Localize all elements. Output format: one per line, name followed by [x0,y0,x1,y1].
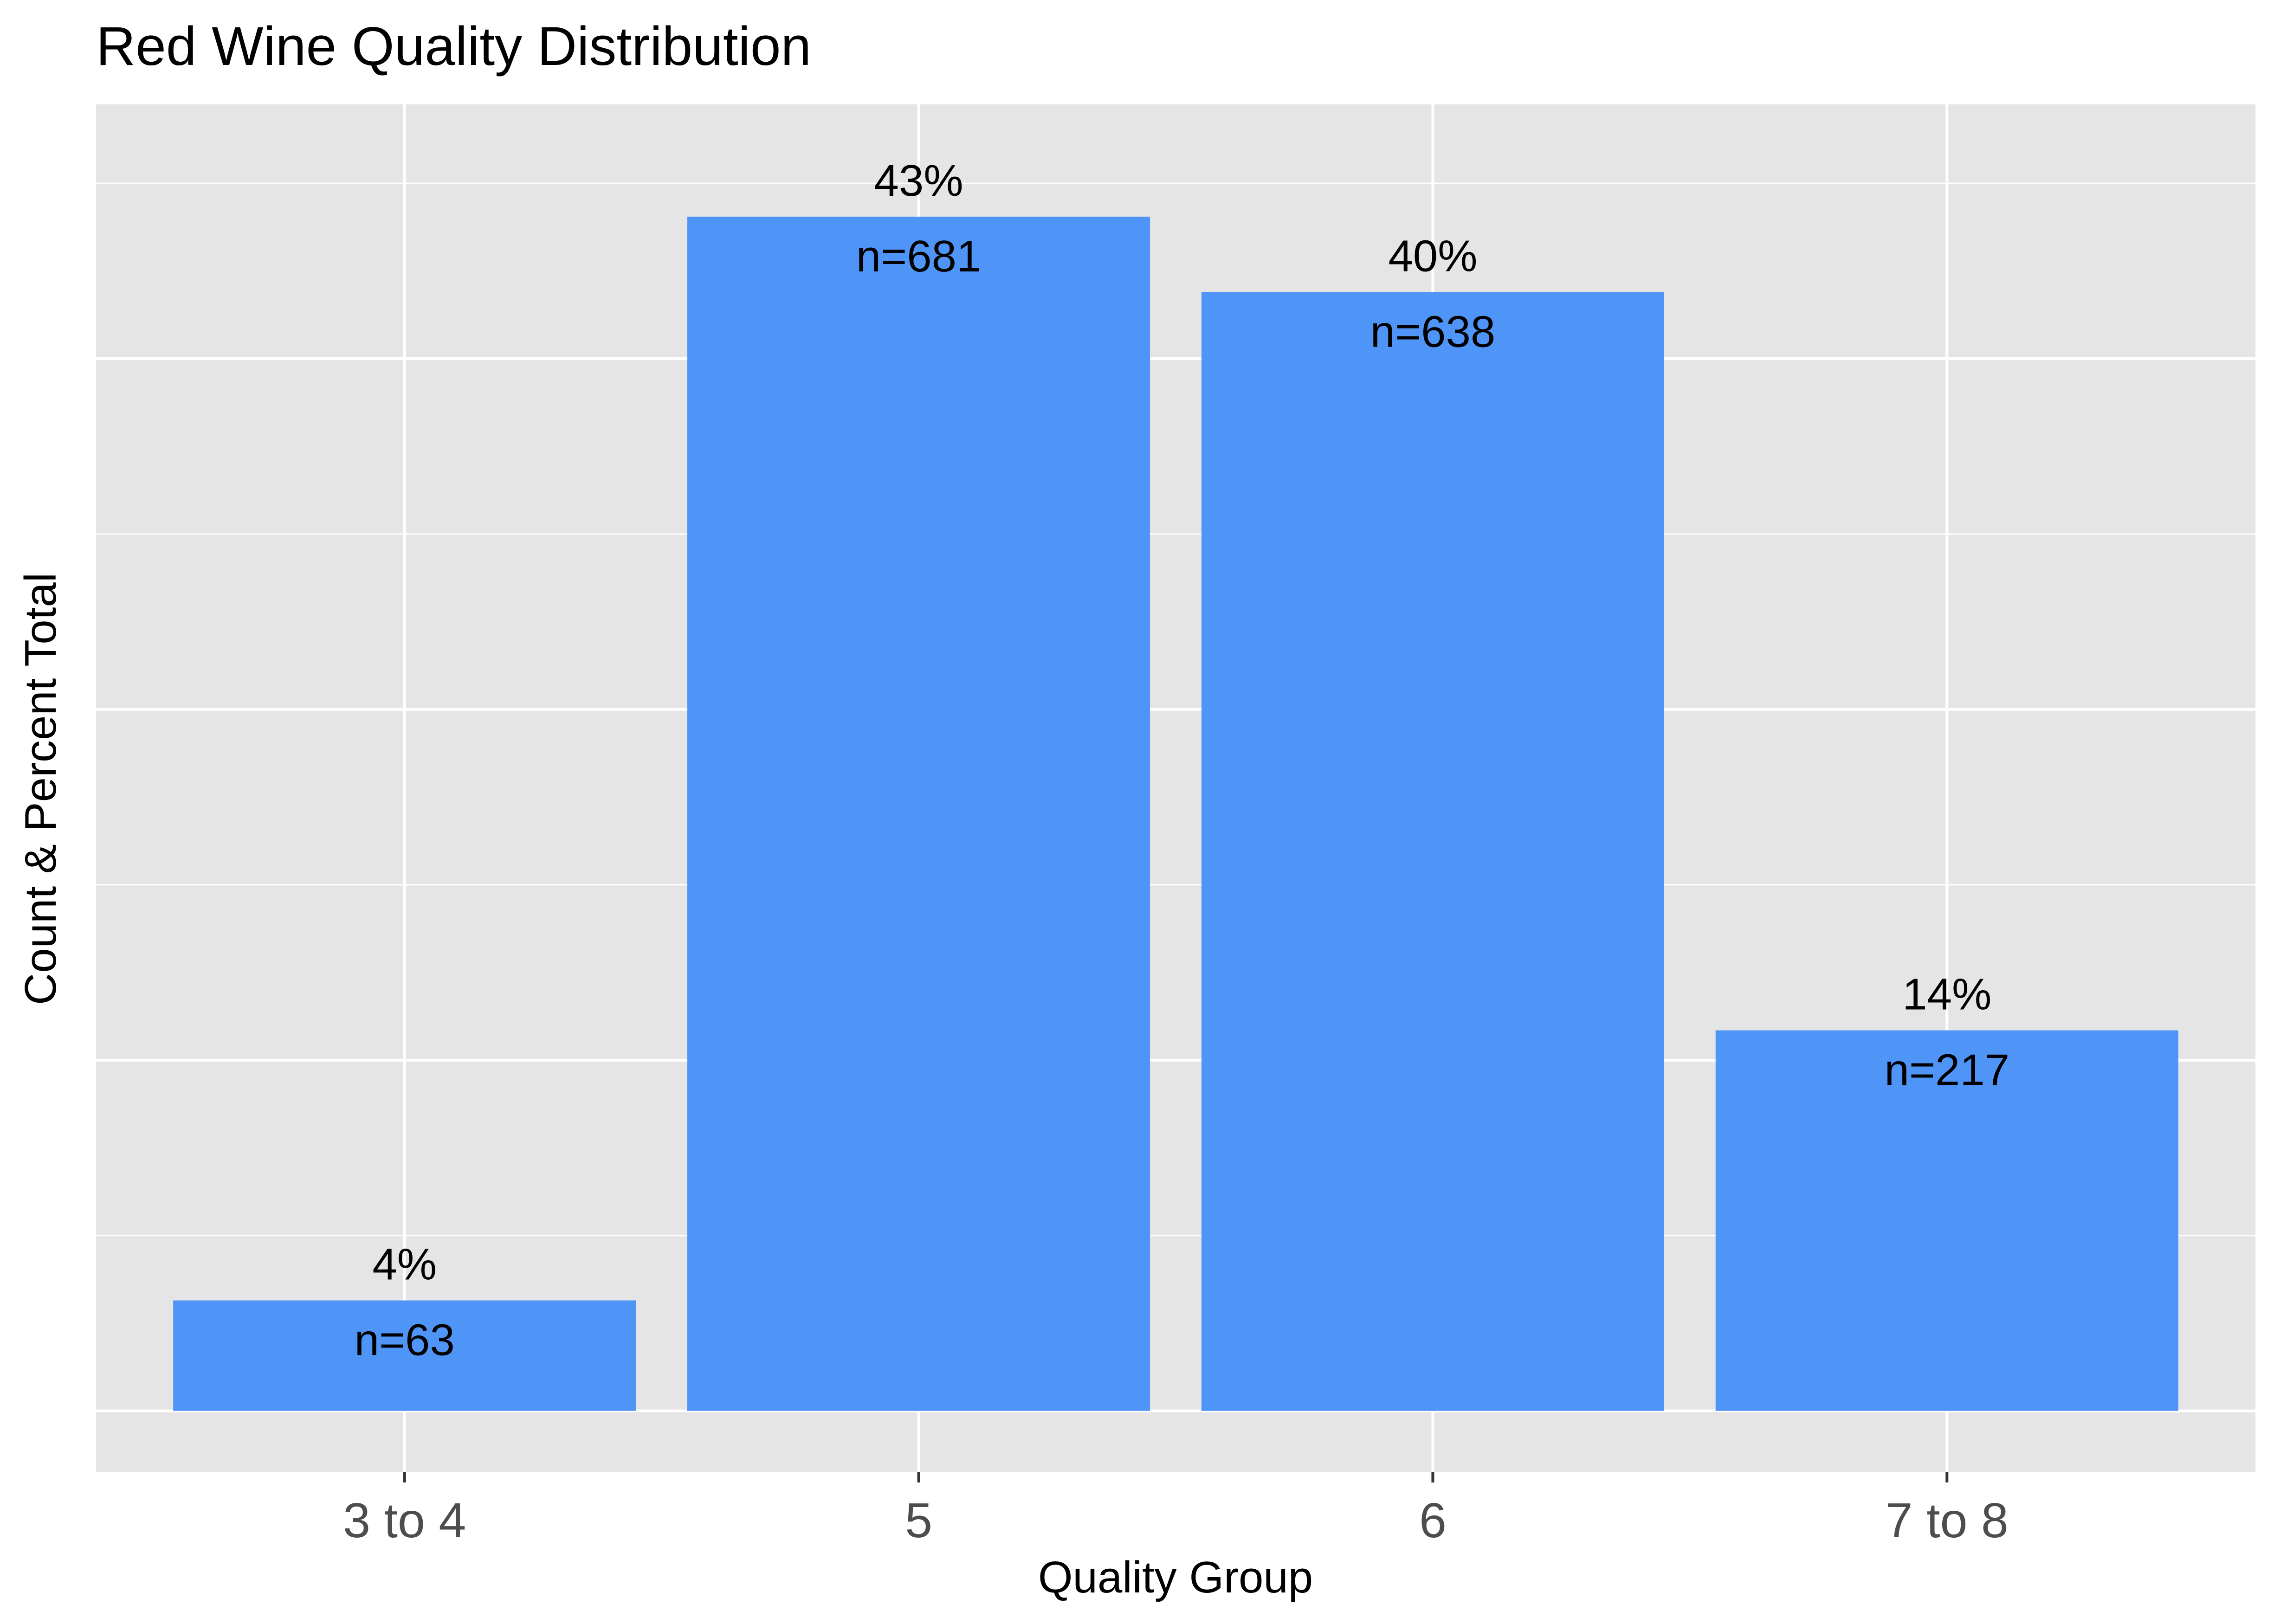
bars [173,216,2178,1411]
count-label: n=638 [1370,307,1496,356]
percent-label: 14% [1902,970,1991,1019]
bar-6 [1201,292,1664,1411]
count-label: n=217 [1884,1045,2009,1095]
count-label: n=63 [355,1315,455,1365]
percent-label: 4% [372,1240,437,1289]
bar-5 [687,216,1150,1411]
x-axis-ticks: 3 to 4 5 6 7 to 8 [343,1472,2009,1548]
chart-title: Red Wine Quality Distribution [96,16,811,77]
x-tick-label: 7 to 8 [1886,1493,2009,1548]
y-axis-title: Count & Percent Total [16,573,65,1005]
x-axis-title: Quality Group [1038,1553,1313,1602]
bar-3-to-4 [173,1300,636,1411]
x-tick-label: 3 to 4 [343,1493,466,1548]
percent-label: 43% [874,156,963,206]
bar-labels: 4% n=63 43% n=681 40% n=638 14% n=217 [355,156,2010,1365]
bar-7-to-8 [1715,1030,2178,1411]
percent-label: 40% [1388,231,1477,281]
x-tick-label: 6 [1419,1493,1447,1548]
x-tick-label: 5 [905,1493,932,1548]
count-label: n=681 [856,232,982,281]
